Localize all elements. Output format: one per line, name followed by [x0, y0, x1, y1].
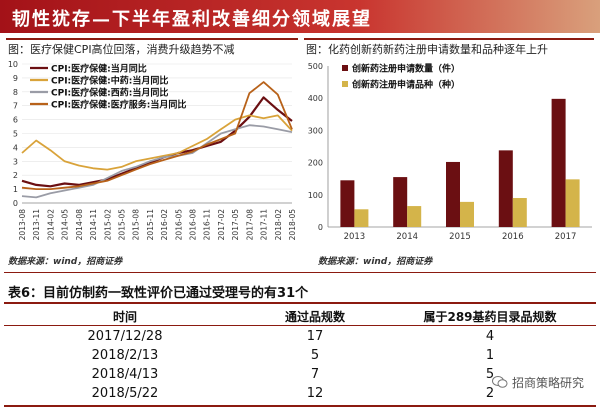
y-tick-label: 6	[13, 116, 18, 125]
table-header-essential: 属于289基药目录品规数	[423, 310, 557, 324]
x-tick-label: 2016-11	[203, 209, 212, 241]
y-tick-label: 0	[318, 223, 323, 232]
left-chart-caption: 图：医疗保健CPI高位回落，消费升级趋势不减	[8, 43, 235, 56]
x-tick-label: 2014-08	[75, 209, 84, 241]
y-tick-label: 0	[13, 199, 18, 208]
right-chart-source: 数据来源：wind，招商证券	[318, 257, 433, 267]
table-cell: 2017/12/28	[87, 329, 163, 344]
series-line-1	[21, 96, 293, 188]
left-chart-rule	[6, 38, 298, 40]
table-top-rule	[4, 272, 596, 273]
bar-applications	[393, 177, 408, 227]
series-line-3	[21, 124, 293, 199]
table-cell: 1	[485, 348, 495, 363]
table-title: 表6：目前仿制药一致性评价已通过受理号的有31个	[8, 286, 309, 301]
legend-label: CPI:医疗保健:当月同比	[51, 63, 147, 75]
y-tick-label: 10	[8, 60, 18, 69]
watermark-text: 招商策略研究	[512, 376, 585, 390]
x-tick-label: 2015-02	[103, 209, 112, 241]
y-tick-label: 1	[13, 185, 18, 194]
bar-applications	[340, 180, 355, 227]
x-tick-label: 2016-02	[160, 209, 169, 241]
table-bottom-rule	[4, 405, 596, 407]
y-tick-label: 4	[13, 143, 18, 152]
x-tick-label: 2014-02	[46, 209, 55, 241]
page-title: 韧性犹存—下半年盈利改善细分领域展望	[12, 9, 372, 30]
table-divider	[4, 325, 596, 326]
y-tick-label: 100	[308, 191, 323, 200]
x-tick-label: 2014	[396, 232, 418, 242]
table-cell: 5	[310, 348, 320, 363]
legend-swatch	[342, 81, 348, 87]
bar-varieties	[460, 201, 474, 227]
wechat-icon	[492, 374, 508, 388]
table-cell: 5	[485, 367, 495, 382]
x-tick-label: 2015-08	[132, 209, 141, 241]
left-chart-source: 数据来源：wind，招商证券	[8, 257, 123, 267]
bar-varieties	[565, 179, 580, 227]
y-tick-label: 300	[308, 126, 323, 135]
bar-varieties	[512, 198, 527, 227]
y-tick-label: 9	[13, 74, 18, 83]
cpi-line-chart: 0 1 2 3 4 5 6 7 8 9 10 2013-08 2013-11 2014-02 2014-05…	[8, 60, 297, 241]
x-tick-label: 2016-05	[174, 209, 183, 241]
bar-applications	[551, 98, 566, 228]
bar-varieties	[354, 209, 369, 227]
x-tick-label: 2017	[555, 232, 577, 242]
legend-label: CPI:医疗保健:中药:当月同比	[51, 75, 168, 87]
bar-applications	[498, 150, 513, 227]
table-header-passed: 通过品规数	[284, 310, 345, 324]
table-cell: 2018/5/22	[91, 386, 159, 401]
x-tick-label: 2015-11	[146, 209, 155, 241]
x-tick-label: 2015	[449, 232, 471, 242]
table-cell: 4	[485, 329, 495, 344]
x-tick-label: 2016-08	[189, 209, 198, 241]
y-tick-label: 2	[13, 171, 18, 180]
x-tick-label: 2017-11	[260, 209, 269, 241]
y-tick-label: 500	[308, 62, 323, 71]
y-tick-label: 5	[13, 130, 18, 139]
y-tick-label: 7	[13, 102, 18, 111]
table-header-date: 时间	[112, 310, 137, 324]
x-tick-label: 2013-11	[32, 209, 41, 241]
table-cell: 2	[485, 386, 495, 401]
legend-label: 创新药注册申请数量（件）	[351, 63, 460, 75]
right-chart-rule	[304, 38, 594, 40]
table-cell: 7	[310, 367, 320, 382]
right-chart-caption: 图：化药创新药新药注册申请数量和品种逐年上升	[306, 43, 548, 56]
x-tick-label: 2018-02	[274, 209, 283, 241]
table-cell: 17	[306, 329, 324, 344]
legend-label: 创新药注册申请品种（种）	[351, 79, 460, 91]
series-line-4	[21, 81, 293, 190]
title-banner	[0, 0, 600, 33]
x-tick-label: 2017-05	[231, 209, 240, 241]
bar-varieties	[407, 206, 422, 227]
x-tick-label: 2014-05	[61, 209, 70, 241]
x-tick-label: 2013	[344, 232, 366, 242]
table-cell: 12	[306, 386, 324, 401]
x-tick-label: 2016	[502, 232, 524, 242]
innovative-drug-bar-chart: 0 100 200 300 400 500 2013 2014 2015 2016 2017 创新药注…	[308, 62, 592, 242]
legend-swatch	[342, 65, 348, 71]
x-tick-label: 2017-08	[245, 209, 254, 241]
x-tick-label: 2015-05	[117, 209, 126, 241]
x-tick-label: 2017-02	[217, 209, 226, 241]
bar-applications	[446, 161, 460, 227]
series-line-2	[21, 114, 293, 171]
legend-label: CPI:医疗保健:医疗服务:当月同比	[51, 99, 186, 111]
x-tick-label: 2014-11	[89, 209, 98, 241]
legend-label: CPI:医疗保健:西药:当月同比	[51, 87, 168, 99]
x-tick-label: 2013-08	[18, 209, 27, 241]
table-cell: 2018/4/13	[91, 367, 159, 382]
table-cell: 2018/2/13	[91, 348, 159, 363]
y-tick-label: 200	[308, 159, 323, 168]
y-tick-label: 400	[308, 94, 323, 103]
table-header-rule	[4, 302, 596, 304]
x-tick-label: 2018-05	[288, 209, 297, 241]
y-tick-label: 8	[13, 88, 18, 97]
y-tick-label: 3	[13, 157, 18, 166]
